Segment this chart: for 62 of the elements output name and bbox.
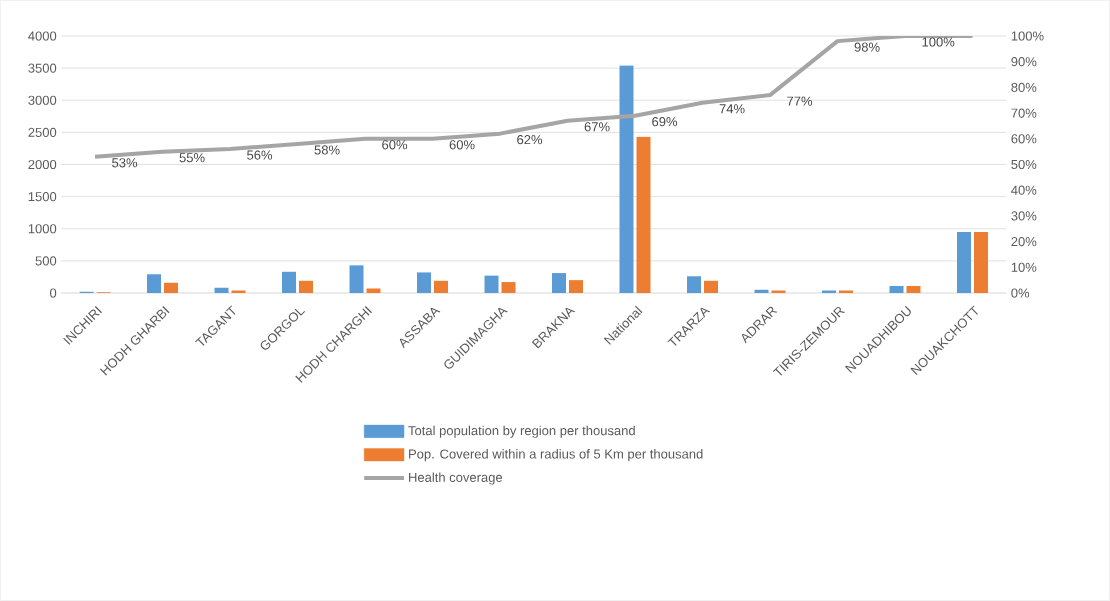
bar <box>282 271 297 293</box>
y-tick-label: 0 <box>50 288 57 298</box>
bar <box>434 280 449 293</box>
y-tick-label: 3500 <box>28 63 57 73</box>
bar <box>889 285 904 293</box>
bar <box>704 280 719 293</box>
y2-tick-label: 0% <box>1011 288 1030 298</box>
y-tick-label: 500 <box>35 256 57 266</box>
y2-tick-label: 70% <box>1011 108 1037 118</box>
bar <box>687 276 702 293</box>
bar <box>417 272 432 293</box>
data-label: 62% <box>517 135 543 145</box>
bar <box>349 265 364 293</box>
bar <box>552 273 567 293</box>
y2-tick-label: 60% <box>1011 134 1037 144</box>
bar <box>754 289 769 293</box>
y2-tick-label: 100% <box>1011 31 1044 41</box>
bar <box>214 287 229 293</box>
legend-label: Total population by region per thousand <box>408 425 635 438</box>
data-label: 74% <box>719 104 745 114</box>
bar <box>164 282 179 293</box>
bar <box>839 290 854 293</box>
bar <box>619 65 634 293</box>
bar <box>636 136 651 293</box>
y-tick-label: 4000 <box>28 31 57 41</box>
data-label: 55% <box>179 153 205 163</box>
bar <box>906 285 921 293</box>
y2-tick-label: 40% <box>1011 185 1037 195</box>
y2-tick-label: 10% <box>1011 262 1037 272</box>
bar <box>484 275 499 293</box>
y-tick-label: 3000 <box>28 95 57 105</box>
y-tick-label: 1000 <box>28 224 57 234</box>
data-label: 98% <box>854 42 880 52</box>
y-tick-label: 2500 <box>28 127 57 137</box>
bar <box>501 282 516 293</box>
data-label: 53% <box>112 158 138 168</box>
data-label: 69% <box>652 117 678 127</box>
bar <box>231 290 246 293</box>
legend-label: Pop. Covered within a radius of 5 Km per thousand <box>409 449 703 462</box>
bar <box>771 290 786 293</box>
y2-tick-label: 50% <box>1011 159 1037 170</box>
data-label: 60% <box>382 140 408 150</box>
y-tick-label: 2000 <box>28 159 57 170</box>
y-tick-label: 1500 <box>28 192 57 202</box>
data-label: 77% <box>787 96 813 106</box>
bar <box>569 280 584 293</box>
bar <box>822 290 837 293</box>
bar <box>147 274 162 293</box>
data-label: 56% <box>247 150 273 160</box>
data-label: 67% <box>584 122 610 132</box>
data-label: 58% <box>314 145 340 155</box>
bar <box>957 231 971 293</box>
bar <box>366 288 381 293</box>
y2-tick-label: 20% <box>1011 236 1037 247</box>
y2-tick-label: 30% <box>1011 211 1037 221</box>
y2-tick-label: 80% <box>1011 82 1037 92</box>
legend-label: Health coverage <box>409 472 503 485</box>
bar <box>974 231 989 293</box>
y2-tick-label: 90% <box>1011 57 1037 67</box>
bar <box>299 280 314 293</box>
data-label: 100% <box>922 37 955 47</box>
data-label: 60% <box>449 140 475 150</box>
